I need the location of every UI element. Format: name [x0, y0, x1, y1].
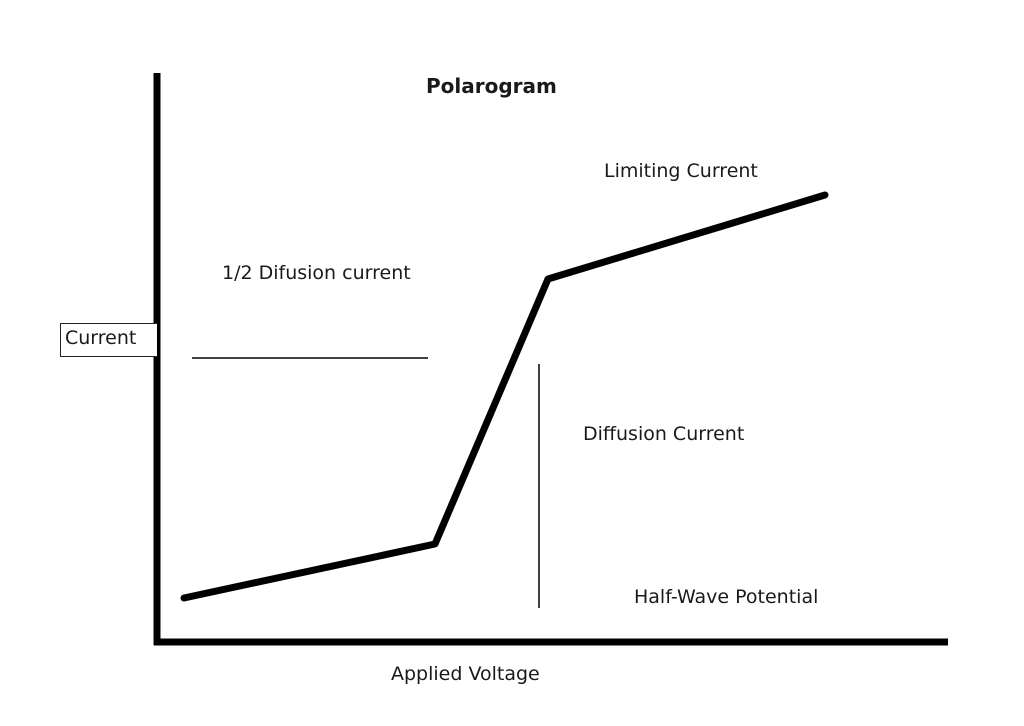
diagram-title: Polarogram	[426, 74, 557, 98]
y-axis-label: Current	[65, 327, 137, 349]
y-axis-label-box	[60, 323, 157, 357]
polarographic-wave-curve	[180, 191, 829, 602]
half-wave-potential-label: Half-Wave Potential	[634, 586, 819, 608]
half-diffusion-current-label: 1/2 Difusion current	[222, 262, 411, 284]
diffusion-current-label: Diffusion Current	[583, 423, 745, 445]
x-axis-label: Applied Voltage	[391, 663, 540, 685]
limiting-current-label: Limiting Current	[604, 160, 758, 182]
